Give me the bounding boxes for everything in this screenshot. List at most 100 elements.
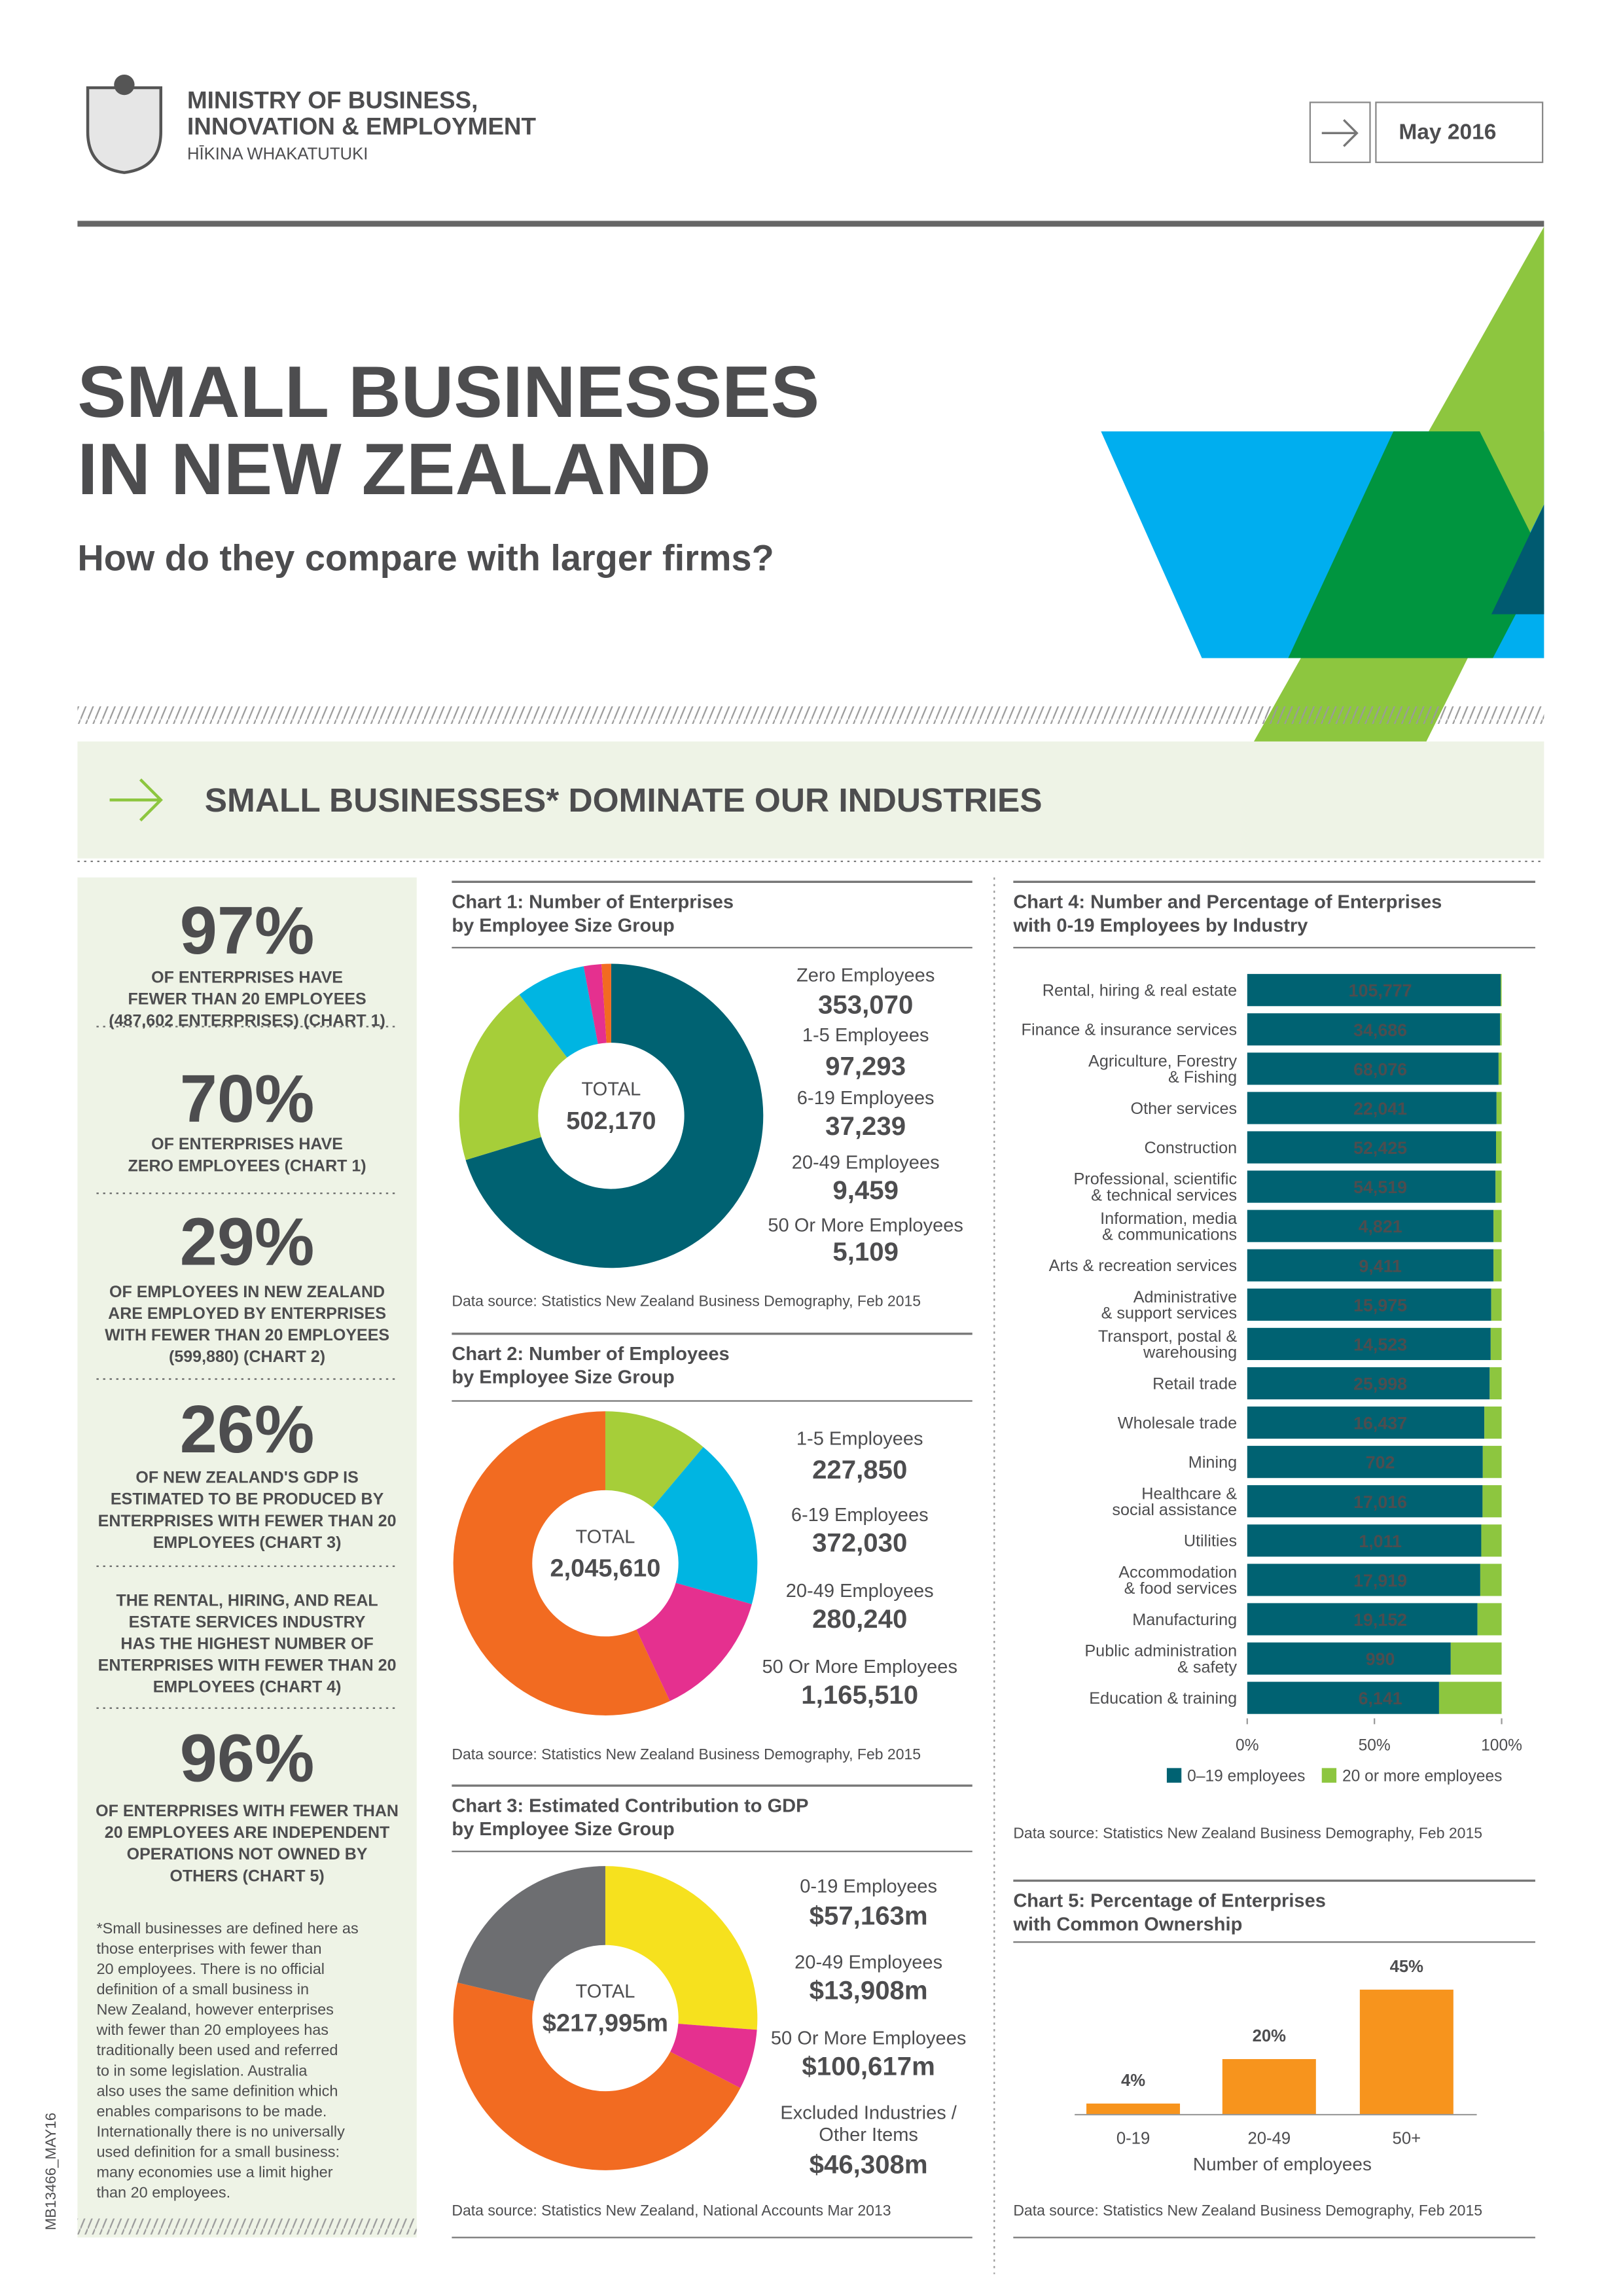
stat-figure: 26% [180, 1391, 315, 1467]
date: May 2016 [1399, 120, 1496, 144]
text-line: & safety [1177, 1658, 1238, 1676]
bar-segment [1490, 1327, 1502, 1360]
text-line: OF ENTERPRISES WITH FEWER THAN [96, 1802, 399, 1820]
x-tick-label: 50+ [1393, 2130, 1421, 2148]
data-source: Data source: Statistics New Zealand Busi… [1013, 1825, 1482, 1842]
category-label: Accommodation & food services [1118, 1564, 1237, 1598]
bar-segment [1247, 1367, 1490, 1400]
bar-count-label: 54,519 [1353, 1177, 1407, 1197]
rule [77, 221, 1544, 227]
text-line: & food services [1124, 1579, 1238, 1598]
text-line: SMALL BUSINESSES [77, 351, 819, 433]
legend-label: Zero Employees [796, 965, 935, 986]
text-line: ENTERPRISES WITH FEWER THAN 20 [98, 1657, 397, 1675]
bar-count-label: 15,975 [1353, 1295, 1407, 1315]
bar-segment [1247, 1642, 1451, 1675]
center-label: TOTAL [576, 1526, 635, 1547]
bar-segment [1247, 1406, 1485, 1439]
legend-label: 1-5 Employees [796, 1429, 923, 1450]
text-line: EMPLOYEES (CHART 3) [153, 1534, 342, 1552]
value-label: 45% [1390, 1958, 1424, 1976]
bar-segment [1247, 1327, 1491, 1360]
bar-count-label: 25,998 [1353, 1374, 1407, 1394]
chart-title: Chart 2: Number of Employees by Employee … [452, 1344, 729, 1388]
bar-count-label: 68,076 [1353, 1060, 1407, 1079]
stats-panel [77, 877, 417, 2238]
data-source: Data source: Statistics New Zealand, Nat… [452, 2202, 891, 2219]
chart-title: Chart 4: Number and Percentage of Enterp… [1012, 892, 1442, 937]
arrow-icon [1321, 119, 1359, 147]
text-line: (599,880) (CHART 2) [169, 1348, 325, 1366]
x-tick-label: 50% [1359, 1737, 1391, 1755]
bar-count-label: 19,152 [1353, 1610, 1407, 1630]
data-source: Data source: Statistics New Zealand Busi… [452, 1746, 921, 1763]
text-line: INNOVATION & EMPLOYMENT [187, 113, 537, 140]
bar-segment [1491, 1288, 1502, 1321]
shape-dark-green [1288, 431, 1544, 658]
bar-count-label: 17,919 [1353, 1571, 1407, 1590]
bar-segment [1477, 1603, 1502, 1636]
legend-label: 6-19 Employees [791, 1505, 929, 1526]
text-line: Transport, postal & [1098, 1327, 1237, 1346]
text-line: than 20 employees. [96, 2184, 230, 2201]
shape-navy [1491, 504, 1544, 615]
donut-segment [465, 963, 764, 1268]
stat-text: OF EMPLOYEES IN NEW ZEALAND ARE EMPLOYED … [105, 1283, 389, 1366]
text-line: 20 employees. There is no official [96, 1960, 325, 1977]
value-label: 37,239 [825, 1111, 906, 1141]
center-label: TOTAL [581, 1079, 641, 1100]
bar-segment [1481, 1524, 1502, 1557]
donut-segment [670, 2024, 757, 2089]
text-line: with fewer than 20 employees has [96, 2021, 329, 2038]
category-label: Public administration & safety [1084, 1642, 1237, 1677]
text-line: (487,602 ENTERPRISES) (CHART 1) [109, 1012, 385, 1030]
value-label: 97,293 [825, 1051, 906, 1081]
text-line: those enterprises with fewer than [96, 1940, 321, 1957]
text-line: also uses the same definition which [96, 2082, 338, 2099]
value-label: $46,308m [810, 2149, 928, 2179]
text-line: ENTERPRISES WITH FEWER THAN 20 [98, 1512, 397, 1530]
legend-swatch [1166, 1768, 1182, 1783]
org-name: MINISTRY OF BUSINESS, INNOVATION & EMPLOY… [187, 86, 537, 139]
text-line: enables comparisons to be made. [96, 2102, 327, 2119]
category-label: Professional, scientific & technical serv… [1074, 1170, 1238, 1205]
category-label: Construction [1144, 1139, 1237, 1157]
donut-segment [519, 966, 598, 1058]
text-line: Chart 5: Percentage of Enterprises [1013, 1891, 1326, 1912]
legend-label: 20 or more employees [1342, 1767, 1502, 1785]
value-label: $13,908m [810, 1975, 928, 2005]
crest-crown [114, 74, 135, 96]
bar-segment [1247, 1603, 1478, 1636]
legend-swatch [1321, 1768, 1337, 1783]
bar-segment [1482, 1485, 1502, 1518]
stat-text: OF ENTERPRISES HAVE ZERO EMPLOYEES (CHART… [128, 1135, 366, 1175]
text-line: OF ENTERPRISES HAVE [151, 1135, 343, 1153]
category-label: Education & training [1089, 1689, 1237, 1708]
category-label: Transport, postal & warehousing [1098, 1327, 1237, 1362]
bar-segment [1247, 1210, 1494, 1242]
text-line: OTHERS (CHART 5) [169, 1867, 324, 1885]
bar-segment [1496, 1092, 1502, 1124]
chart-title: Chart 3: Estimated Contribution to GDP by… [452, 1795, 808, 1840]
value-label: $57,163m [810, 1901, 928, 1930]
bar-segment [1489, 1367, 1502, 1400]
bar [1222, 2059, 1316, 2115]
bar-segment [1247, 1170, 1496, 1203]
value-label: 5,109 [832, 1237, 899, 1266]
bar-segment [1247, 1564, 1480, 1596]
category-label: Finance & insurance services [1022, 1021, 1238, 1039]
bar [1359, 1989, 1454, 2115]
text-line: Healthcare & [1141, 1484, 1237, 1503]
donut-segment [457, 1866, 605, 2001]
text-line: THE RENTAL, HIRING, AND REAL [116, 1591, 378, 1609]
bar-count-label: 1,011 [1359, 1532, 1402, 1551]
stat-figure: 97% [180, 893, 315, 968]
bar-count-label: 16,437 [1353, 1414, 1407, 1433]
legend-label: 6-19 Employees [797, 1088, 935, 1109]
doc-code: MB13466_MAY16 [43, 2113, 59, 2231]
text-line: & communications [1102, 1225, 1237, 1244]
bar-segment [1450, 1642, 1502, 1675]
title: SMALL BUSINESSES IN NEW ZEALAND [77, 351, 819, 510]
bar-segment [1500, 1013, 1502, 1046]
